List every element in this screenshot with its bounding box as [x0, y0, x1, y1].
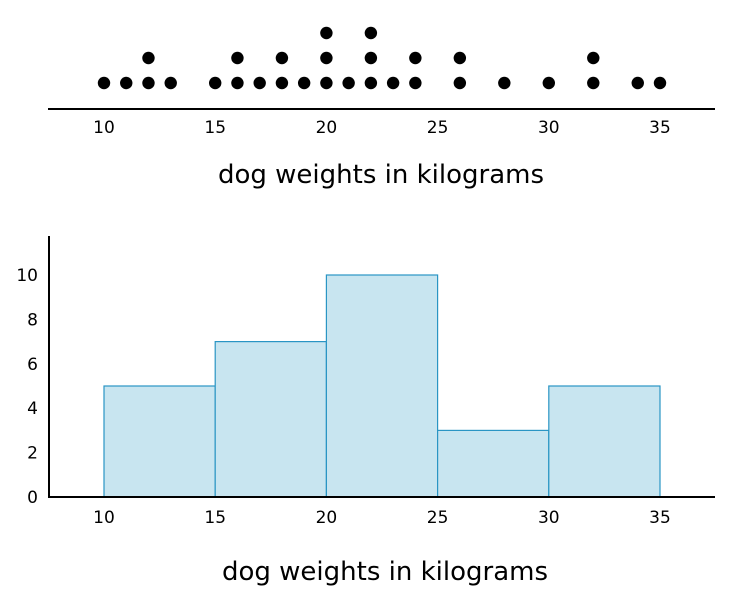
histogram-bar-15-20	[214, 341, 327, 498]
dot-x16-2	[231, 51, 244, 65]
histogram-bar-25-30	[437, 429, 550, 498]
histogram-x-tick-labels: 10 15 20 25 30 35	[93, 508, 671, 528]
histogram-y-tick-labels: 0 2 4 6 8 10	[16, 266, 38, 508]
dot-x10-1	[97, 76, 111, 90]
dot-x18-1	[275, 76, 289, 90]
histogram-x-axis-title: dog weights in kilograms	[222, 557, 548, 587]
histogram-y-tick-0: 0	[27, 488, 38, 508]
histogram-y-tick-10: 10	[16, 266, 38, 286]
dot-x18-2	[275, 51, 289, 65]
dot-x26-1	[453, 76, 467, 90]
histogram-x-tick-10: 10	[93, 508, 115, 528]
dot-plot-tick-25: 25	[427, 118, 449, 138]
histogram-x-tick-15: 15	[204, 508, 226, 528]
dot-plot-tick-10: 10	[93, 118, 115, 138]
dot-x35-1	[653, 76, 667, 90]
dot-plot-tick-20: 20	[316, 118, 338, 138]
dot-plot-dots	[97, 26, 667, 90]
dot-x12-1	[142, 76, 155, 90]
dot-x20-3	[320, 26, 333, 40]
dot-x28-1	[498, 76, 511, 90]
dot-x22-1	[364, 76, 378, 90]
histogram-bar-20-25	[325, 274, 439, 498]
dot-x20-2	[320, 51, 333, 65]
histogram-y-tick-2: 2	[27, 444, 38, 464]
dot-x34-1	[631, 76, 644, 90]
dot-x15-1	[209, 76, 222, 90]
histogram-y-tick-8: 8	[27, 310, 38, 330]
dot-plot-tick-labels: 10 15 20 25 30 35	[93, 118, 671, 138]
dot-plot-tick-35: 35	[649, 118, 671, 138]
histogram-y-tick-6: 6	[27, 355, 38, 375]
histogram-x-tick-25: 25	[427, 508, 449, 528]
histogram-y-tick-4: 4	[27, 399, 38, 419]
histogram-bar-10-15	[103, 385, 216, 498]
dot-x11-1	[120, 76, 133, 90]
dot-x16-1	[231, 76, 244, 90]
dot-x12-2	[142, 51, 155, 65]
histogram-bars	[103, 274, 661, 498]
histogram: 10 15 20 25 30 35 0 2 4 6 8 10 dog weights in kilo…	[16, 236, 715, 587]
dot-x24-2	[409, 51, 422, 65]
dot-x22-3	[364, 26, 378, 40]
dot-plot: 10 15 20 25 30 35 dog weights in kilograms	[48, 26, 715, 190]
dot-x21-1	[342, 76, 355, 90]
dot-x32-1	[587, 76, 600, 90]
dot-x32-2	[587, 51, 600, 65]
dot-plot-tick-15: 15	[204, 118, 226, 138]
dot-x26-2	[453, 51, 467, 65]
histogram-bar-30-35	[548, 385, 661, 498]
dot-x19-1	[297, 76, 311, 90]
histogram-x-tick-35: 35	[649, 508, 671, 528]
histogram-x-tick-20: 20	[316, 508, 338, 528]
dot-x20-1	[320, 76, 333, 90]
histogram-x-tick-30: 30	[538, 508, 560, 528]
dot-x24-1	[409, 76, 422, 90]
dot-x22-2	[364, 51, 378, 65]
dot-x23-1	[386, 76, 400, 90]
dot-x13-1	[164, 76, 177, 90]
dot-x17-1	[253, 76, 266, 90]
dot-plot-tick-30: 30	[538, 118, 560, 138]
dot-x30-1	[542, 76, 555, 90]
dot-plot-x-axis-title: dog weights in kilograms	[218, 160, 544, 190]
